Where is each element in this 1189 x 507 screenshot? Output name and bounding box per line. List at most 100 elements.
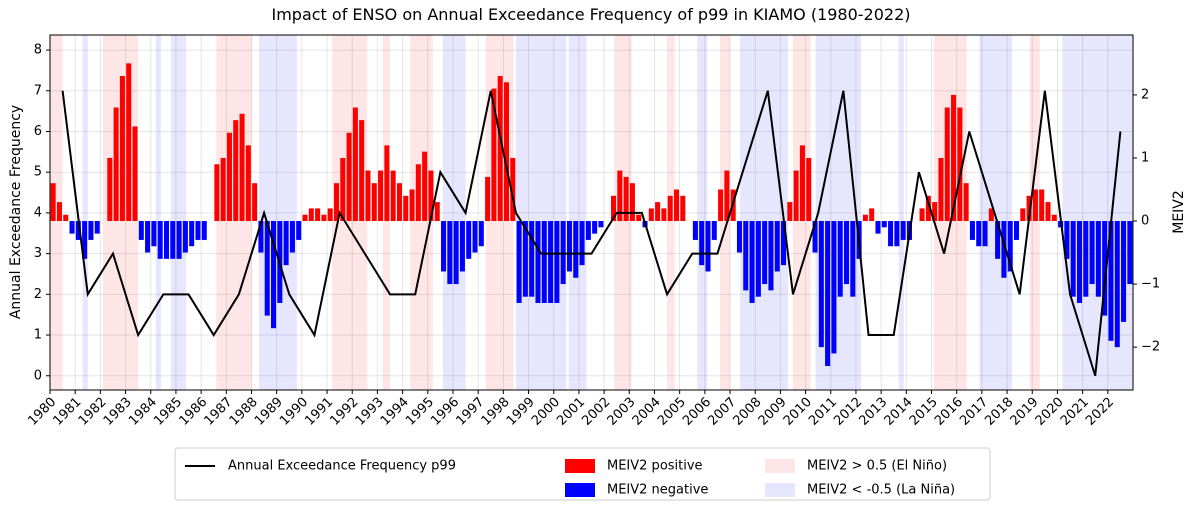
meiv2-bar bbox=[560, 221, 566, 285]
meiv2-bar bbox=[566, 221, 572, 272]
x-tick-label: 1998 bbox=[479, 395, 513, 429]
y-tick-label: 5 bbox=[34, 165, 42, 180]
frequency-line bbox=[61, 90, 1122, 377]
meiv2-bar bbox=[655, 202, 661, 222]
meiv2-bar bbox=[705, 221, 711, 272]
meiv2-bar bbox=[371, 183, 377, 222]
meiv2-bar bbox=[113, 107, 119, 222]
meiv2-bar bbox=[774, 221, 780, 272]
meiv2-bar bbox=[119, 75, 125, 222]
el-nino-band bbox=[50, 35, 63, 390]
meiv2-bar bbox=[434, 202, 440, 222]
meiv2-bar bbox=[82, 221, 88, 259]
meiv2-bar bbox=[762, 221, 768, 285]
meiv2-bar bbox=[56, 202, 62, 222]
x-tick-label: 1986 bbox=[176, 395, 210, 429]
meiv2-bar bbox=[459, 221, 465, 272]
meiv2-bar bbox=[264, 221, 270, 316]
x-tick-label: 2008 bbox=[731, 395, 765, 429]
meiv2-bar bbox=[573, 221, 579, 278]
y2-tick-label: 0 bbox=[1141, 214, 1149, 229]
meiv2-bar bbox=[189, 221, 195, 247]
meiv2-bar bbox=[1064, 221, 1070, 259]
meiv2-bar bbox=[1013, 221, 1020, 240]
meiv2-bar bbox=[214, 164, 220, 222]
meiv2-bar bbox=[1051, 214, 1057, 222]
meiv2-bar bbox=[50, 183, 56, 222]
x-tick-label: 1983 bbox=[101, 395, 135, 429]
meiv2-bar bbox=[1108, 221, 1114, 341]
meiv2-bar bbox=[220, 157, 226, 222]
meiv2-bar bbox=[831, 221, 837, 354]
meiv2-bar bbox=[711, 221, 717, 240]
meiv2-bar bbox=[976, 221, 982, 247]
meiv2-bar bbox=[409, 189, 415, 222]
meiv2-bar bbox=[825, 221, 831, 367]
meiv2-bar bbox=[623, 176, 629, 222]
meiv2-bar bbox=[258, 221, 264, 253]
meiv2-bar bbox=[415, 164, 421, 222]
la-nina-band bbox=[697, 35, 708, 390]
la-nina-band bbox=[259, 35, 297, 390]
x-tick-label: 1984 bbox=[126, 395, 160, 429]
meiv2-bar bbox=[680, 195, 686, 222]
x-tick-label: 2010 bbox=[781, 395, 815, 429]
meiv2-bar bbox=[548, 221, 554, 303]
meiv2-bar bbox=[529, 221, 535, 297]
meiv2-bar bbox=[743, 221, 749, 291]
meiv2-bar bbox=[881, 221, 887, 228]
meiv2-bar bbox=[472, 221, 478, 253]
meiv2-bar bbox=[724, 170, 730, 222]
meiv2-bar bbox=[629, 183, 635, 222]
x-tick-label: 2001 bbox=[554, 395, 588, 429]
x-tick-label: 2007 bbox=[705, 395, 739, 429]
y-tick-label: 7 bbox=[34, 83, 42, 98]
meiv2-bar bbox=[1095, 221, 1101, 297]
x-tick-label: 2006 bbox=[680, 395, 714, 429]
meiv2-bar bbox=[176, 221, 182, 259]
x-tick-label: 1991 bbox=[302, 395, 336, 429]
meiv2-bar bbox=[453, 221, 459, 285]
meiv2-bar bbox=[944, 107, 950, 222]
meiv2-bar bbox=[661, 208, 667, 222]
y2-tick-label: −2 bbox=[1141, 340, 1160, 355]
meiv2-bar bbox=[1001, 221, 1007, 278]
meiv2-bar bbox=[510, 157, 516, 222]
x-tick-label: 1981 bbox=[50, 395, 84, 429]
meiv2-bar bbox=[1045, 202, 1051, 222]
x-tick-label: 1999 bbox=[504, 395, 538, 429]
meiv2-bar bbox=[422, 151, 428, 222]
meiv2-bar bbox=[466, 221, 472, 259]
meiv2-bar bbox=[812, 221, 818, 253]
x-tick-label: 1988 bbox=[227, 395, 261, 429]
meiv2-bar bbox=[755, 221, 761, 297]
meiv2-bar bbox=[352, 107, 358, 222]
meiv2-bar bbox=[843, 221, 850, 285]
meiv2-bar bbox=[1089, 221, 1095, 285]
legend-label: MEIV2 negative bbox=[607, 483, 708, 498]
x-tick-label: 2013 bbox=[856, 395, 890, 429]
y-tick-label: 3 bbox=[34, 246, 42, 261]
meiv2-bar bbox=[195, 221, 201, 240]
meiv2-bar bbox=[365, 170, 371, 222]
meiv2-bar bbox=[1070, 221, 1076, 297]
meiv2-bar bbox=[441, 221, 447, 272]
meiv2-bar bbox=[919, 208, 925, 222]
meiv2-bar bbox=[239, 113, 245, 222]
meiv2-bar bbox=[94, 221, 100, 234]
meiv2-bar bbox=[969, 221, 975, 240]
meiv2-bar bbox=[516, 221, 522, 303]
meiv2-bar bbox=[315, 208, 321, 222]
meiv2-bar bbox=[296, 221, 302, 240]
meiv2-bar bbox=[396, 183, 402, 222]
meiv2-bar bbox=[107, 157, 113, 222]
meiv2-bar bbox=[617, 170, 623, 222]
meiv2-bar bbox=[982, 221, 988, 247]
meiv2-bar bbox=[1039, 189, 1045, 222]
meiv2-bar bbox=[390, 170, 396, 222]
la-nina-band bbox=[568, 35, 587, 390]
x-tick-label: 2002 bbox=[579, 395, 613, 429]
meiv2-bar bbox=[132, 126, 138, 222]
meiv2-bar bbox=[888, 221, 894, 247]
